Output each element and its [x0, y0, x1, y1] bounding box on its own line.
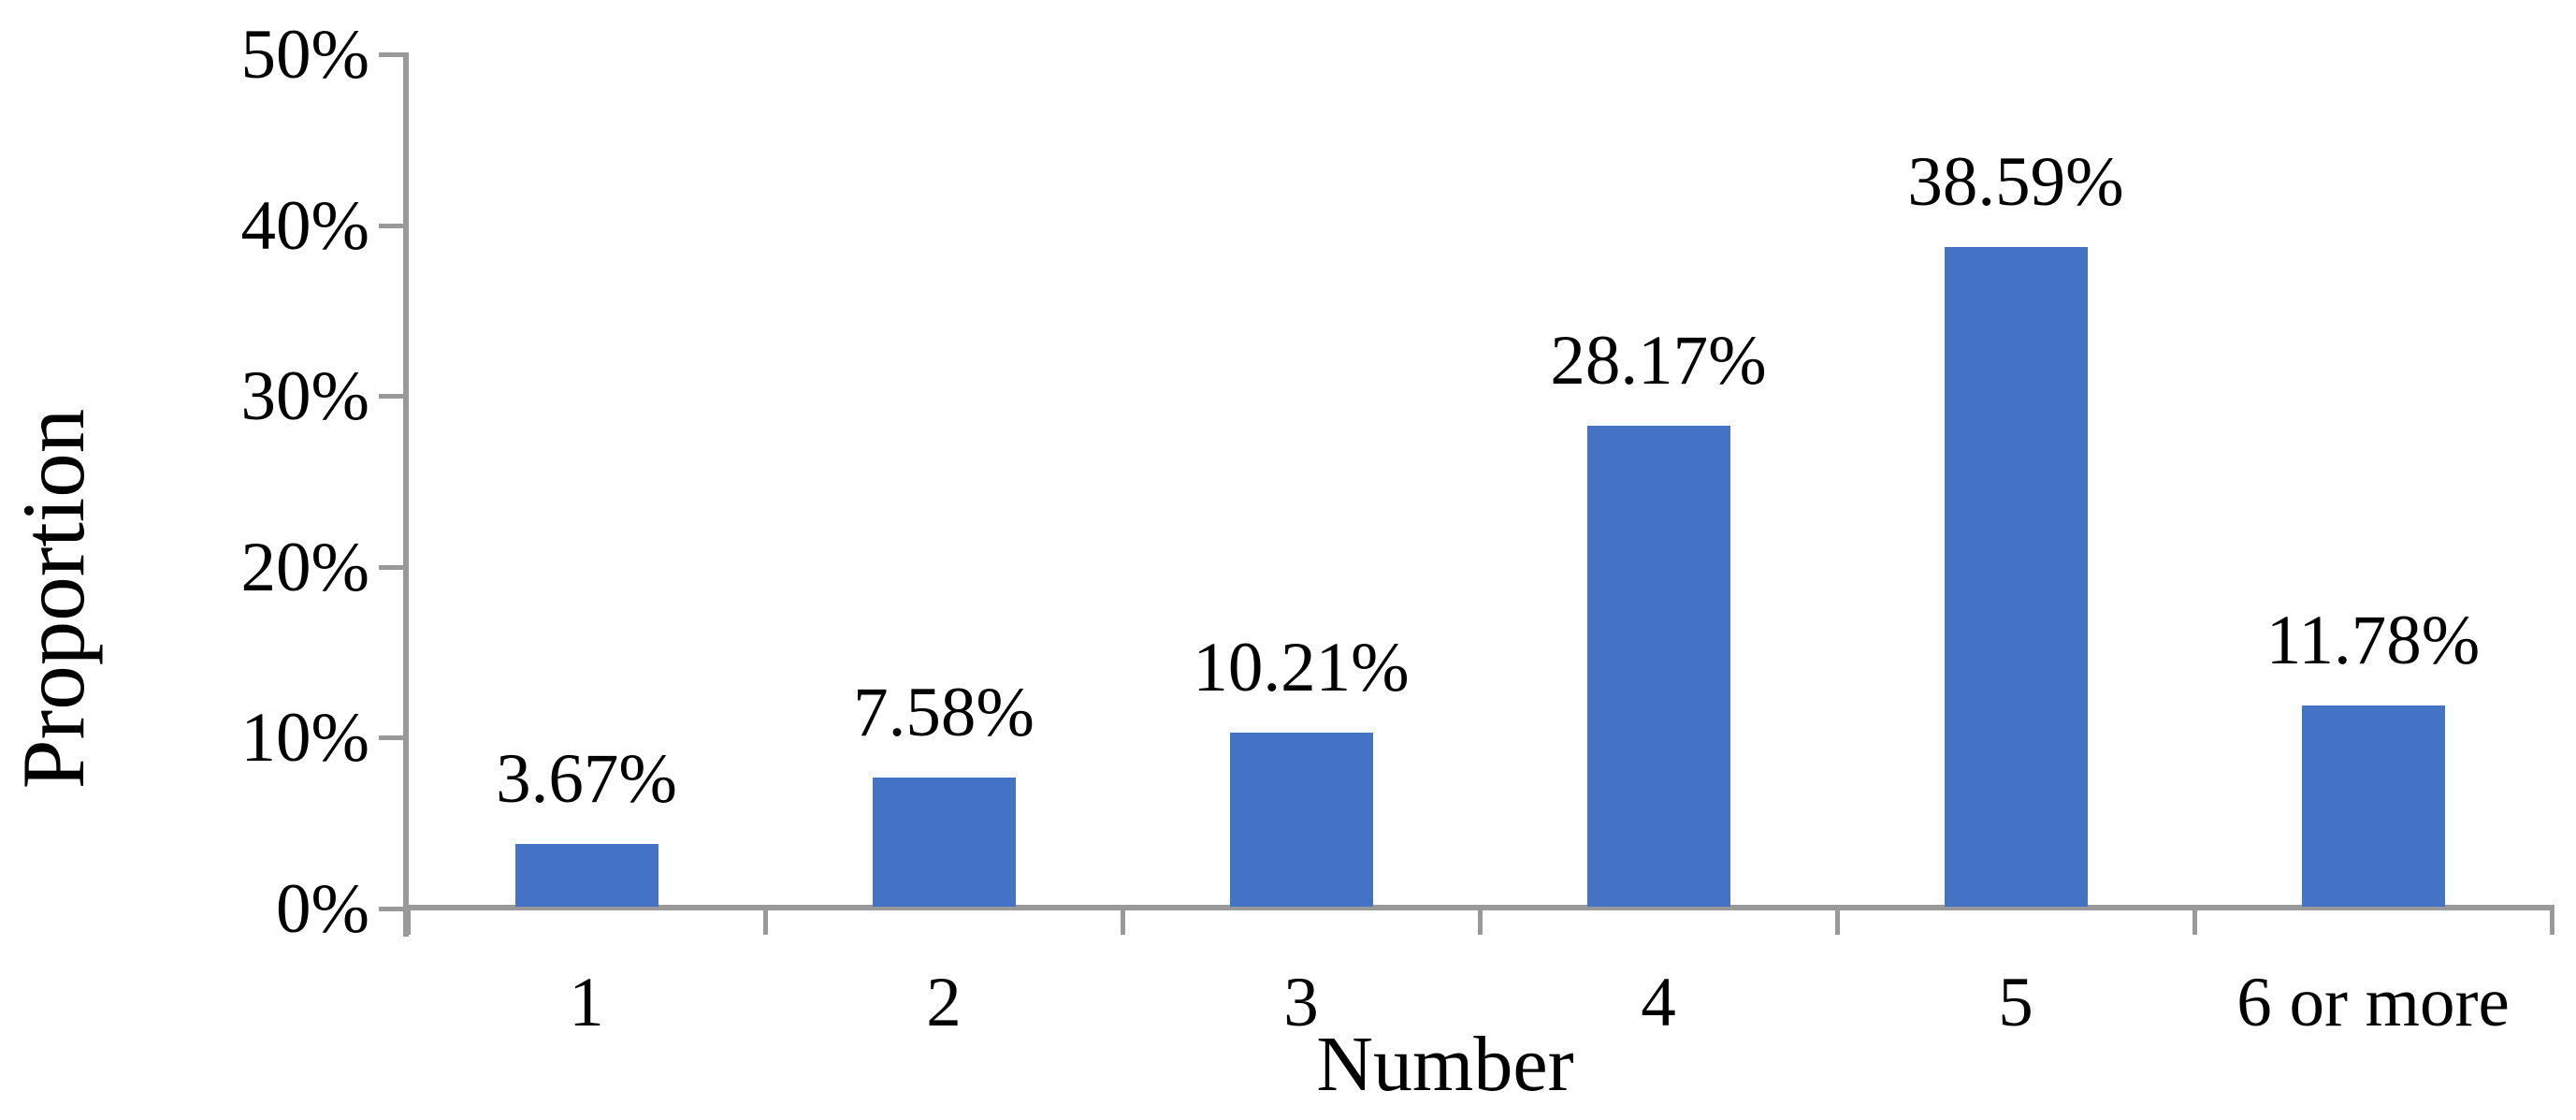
bar [873, 778, 1016, 907]
y-tick-label: 30% [240, 357, 369, 436]
bar-value-label: 3.67% [496, 740, 677, 818]
category-label: 4 [1641, 964, 1676, 1041]
bar-value-label: 7.58% [853, 674, 1035, 751]
x-axis-line [403, 905, 2554, 910]
x-tick-mark [1121, 910, 1125, 935]
bar-value-label: 38.59% [1907, 143, 2124, 221]
y-tick-label: 20% [240, 528, 369, 606]
y-tick-mark [379, 735, 403, 741]
y-tick-mark [379, 223, 403, 228]
y-tick-label: 40% [240, 186, 369, 265]
category-label: 3 [1283, 964, 1319, 1041]
bar-value-label: 10.21% [1193, 629, 1410, 706]
category-label: 2 [926, 964, 962, 1041]
bar [515, 844, 658, 907]
category-label: 6 or more [2236, 964, 2510, 1041]
y-tick-mark [379, 907, 403, 911]
y-tick-mark [379, 52, 403, 57]
y-tick-mark [379, 394, 403, 400]
y-axis-line [403, 52, 409, 937]
x-tick-mark [406, 910, 411, 935]
x-axis-title: Number [1316, 1021, 1574, 1108]
y-tick-label: 0% [276, 870, 369, 948]
bar [1587, 426, 1730, 907]
bar [1945, 247, 2088, 907]
category-label: 1 [569, 964, 604, 1041]
bar-value-label: 11.78% [2265, 602, 2481, 679]
bar-value-label: 28.17% [1550, 322, 1767, 400]
y-tick-label: 50% [240, 16, 369, 94]
y-tick-label: 10% [240, 699, 369, 778]
x-tick-mark [2550, 910, 2554, 935]
bar [2302, 705, 2445, 907]
y-tick-mark [379, 564, 403, 570]
x-tick-mark [2192, 910, 2197, 935]
x-tick-mark [763, 910, 768, 935]
x-tick-mark [1478, 910, 1483, 935]
x-tick-mark [1835, 910, 1840, 935]
category-label: 5 [1998, 964, 2033, 1041]
bar [1230, 733, 1373, 907]
